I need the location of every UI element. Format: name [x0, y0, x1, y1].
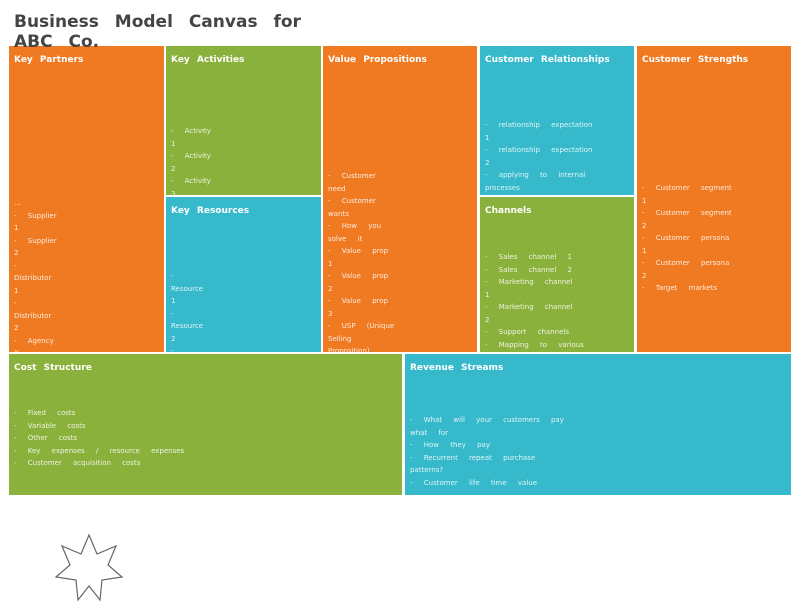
item: - What will your customers pay what for: [410, 416, 564, 437]
item: - Resource 2: [171, 309, 204, 343]
item: - Agency X: [14, 336, 54, 358]
item: - How they pay: [410, 441, 490, 449]
item: - Activity 1: [171, 127, 211, 148]
item: - Activity 3: [171, 177, 211, 198]
item: - Distributor 1: [14, 261, 52, 295]
item: - Marketing channel 1: [485, 278, 573, 299]
item: ...: [14, 199, 21, 207]
block-title: Customer Strengths: [642, 55, 749, 65]
block-title: Key Partners: [14, 55, 84, 65]
item: - applying to internal processes: [485, 171, 586, 192]
block-title: Key Resources: [171, 206, 250, 216]
item: - relationship expectation 2: [485, 146, 593, 167]
key-resources: Key Resources- Resource 1- Resource 2- R…: [166, 197, 321, 380]
item: - Distributor 2: [14, 299, 52, 332]
item-list: - Customer need - Customer wants - How you…: [328, 170, 398, 358]
item: - Variable costs: [14, 421, 86, 430]
block-title: Key Activities: [171, 55, 245, 65]
item-list: - Activity 1 - Activity 2 - Activity 3: [171, 125, 211, 200]
channels: Channels - Sales channel 1- Sales channel…: [480, 197, 634, 361]
item: - Target markets: [642, 284, 718, 292]
item-list: - Sales channel 1 - Sales channel 2 - Mark…: [485, 251, 585, 364]
item-list: - relationship expectation 1 - relationsh…: [485, 119, 605, 194]
item: - USP (Unique Selling Proposition): [328, 322, 395, 355]
block-title: Customer Relationships: [485, 55, 610, 65]
customer-strengths: Customer Strengths - Customer segment 1- …: [637, 46, 791, 352]
revenue-streams: Revenue Streams - What will your customer…: [405, 354, 791, 495]
item: - Value prop 1: [328, 247, 389, 268]
item-list: - Customer segment 1 - Customer segment 2…: [642, 182, 732, 295]
item: - Recurrent repeat purchase patterns?: [410, 453, 536, 475]
item-list: - Fixed costs - Variable costs - Other cos…: [14, 407, 214, 470]
item: - Resource 1: [171, 272, 204, 305]
cost-structure: Cost Structure - Fixed costs - Variable co…: [9, 354, 402, 495]
item: - Supplier 2: [14, 236, 57, 258]
block-title: Revenue Streams: [410, 363, 504, 373]
item: - Sales channel 2: [485, 265, 572, 274]
item: - Activity 2: [171, 152, 211, 173]
value-propositions: Value Propositions - Customer need - Custo…: [323, 46, 477, 355]
item: - Customer acquisition costs: [14, 459, 141, 467]
item: - Key expenses / resource expenses: [14, 446, 185, 455]
page-title: Business Model Canvas for ABC Co.: [14, 12, 301, 52]
item: - Marketing channel 2: [485, 303, 573, 324]
item: - How you solve it: [328, 222, 382, 243]
item: - Sales channel 1: [485, 253, 572, 261]
item: - Fixed costs: [14, 409, 76, 417]
block-title: Cost Structure: [14, 363, 92, 373]
item: - Customer need: [328, 172, 376, 193]
item: - Customer segment 1: [642, 184, 732, 205]
item: - Customer life time value: [410, 478, 538, 487]
block-title: Value Propositions: [328, 55, 427, 65]
item: - Supplier 1: [14, 211, 57, 233]
item: - Customer wants: [328, 197, 376, 218]
key-partners: Key Partners... - Supplier 1 - Supplier 2 -…: [9, 46, 164, 395]
key-activities: Key Activities - Activity 1- Activity 2- …: [166, 46, 321, 198]
item: - Value prop 3: [328, 297, 389, 318]
item: - relationship expectation 1: [485, 121, 593, 142]
item: - Other costs: [14, 434, 78, 442]
item: - Customer segment 2: [642, 209, 732, 230]
item: - Value prop 2: [328, 272, 389, 293]
item: - Customer persona 2: [642, 259, 730, 280]
customer-relationships: Customer Relationships - relationship exp…: [480, 46, 634, 195]
item-list: - What will your customers pay what for -…: [410, 414, 570, 489]
block-title: Channels: [485, 206, 532, 216]
item: - Customer persona 1: [642, 234, 730, 255]
star-icon: [54, 533, 124, 602]
item: - Support channels: [485, 328, 569, 336]
